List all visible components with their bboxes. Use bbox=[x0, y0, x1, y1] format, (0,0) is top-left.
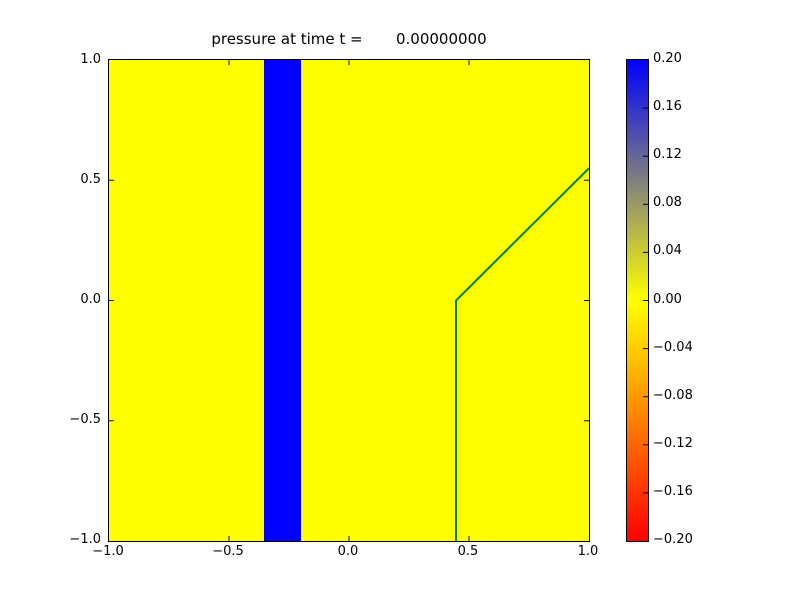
x-tick-label: −0.5 bbox=[212, 544, 244, 559]
pressure-band bbox=[264, 60, 301, 541]
axis-tick-marks bbox=[109, 60, 589, 541]
colorbar bbox=[626, 59, 649, 542]
colorbar-tick-label: 0.16 bbox=[653, 99, 682, 114]
colorbar-tick-label: 0.08 bbox=[653, 195, 682, 210]
colorbar-tick-label: −0.08 bbox=[653, 388, 693, 403]
x-tick-label: −1.0 bbox=[92, 544, 124, 559]
plot-area bbox=[108, 59, 590, 542]
colorbar-tick-label: 0.12 bbox=[653, 147, 682, 162]
y-tick-label: 0.0 bbox=[80, 292, 101, 307]
colorbar-tick-label: −0.04 bbox=[653, 340, 693, 355]
slice-line bbox=[455, 167, 589, 541]
colorbar-tick-label: 0.20 bbox=[653, 51, 682, 66]
colorbar-tick-marks bbox=[643, 107, 648, 494]
x-tick-label: 0.5 bbox=[457, 544, 479, 559]
y-tick-label: −0.5 bbox=[69, 412, 101, 427]
colorbar-tick-label: −0.16 bbox=[653, 484, 693, 499]
y-tick-label: 1.0 bbox=[80, 52, 101, 67]
colorbar-tick-label: 0.04 bbox=[653, 243, 682, 258]
colorbar-tick-label: 0.00 bbox=[653, 292, 682, 307]
y-tick-label: −1.0 bbox=[69, 532, 101, 547]
x-tick-label: 0.0 bbox=[337, 544, 359, 559]
colorbar-tick-label: −0.20 bbox=[653, 532, 693, 547]
colorbar-tick-label: −0.12 bbox=[653, 436, 693, 451]
x-tick-label: 1.0 bbox=[577, 544, 599, 559]
heatmap-canvas bbox=[109, 60, 589, 541]
plot-title: pressure at time t = 0.00000000 bbox=[211, 30, 487, 48]
y-tick-label: 0.5 bbox=[80, 172, 101, 187]
